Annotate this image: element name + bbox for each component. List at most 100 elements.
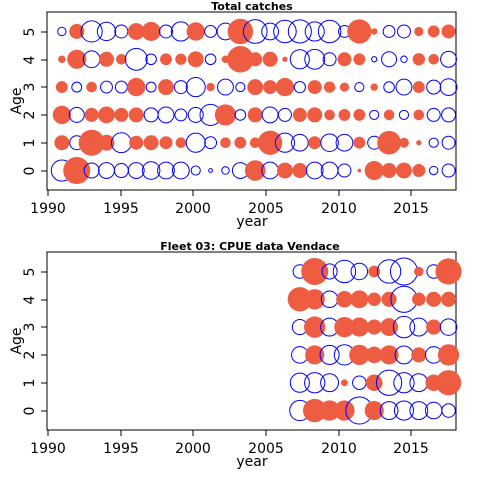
- bubble-positive: [380, 318, 398, 337]
- bubble-positive: [98, 134, 115, 151]
- x-axis-1: 1990 1995 2000 2005 2010 2015 year: [30, 189, 456, 230]
- bubble-positive: [220, 137, 231, 149]
- x-tick-label: 2000: [175, 201, 211, 217]
- bubble-positive: [308, 136, 322, 150]
- bubble-positive: [127, 77, 146, 97]
- x-tick-label: 2000: [175, 441, 211, 457]
- y-axis-label-1: Age: [9, 87, 25, 114]
- bubble-negative: [287, 19, 312, 44]
- bubble-negative: [376, 259, 402, 284]
- bubble-positive: [67, 49, 87, 69]
- bubble-positive: [159, 136, 173, 150]
- bubble-positive: [353, 53, 366, 66]
- bubble-positive: [52, 105, 72, 125]
- bubble-positive: [84, 107, 99, 122]
- bubble-positive: [175, 53, 187, 65]
- bubble-negative: [114, 24, 129, 39]
- bubble-negative: [304, 372, 326, 394]
- bubble-positive: [54, 135, 70, 151]
- x-axis-label-1: year: [236, 214, 267, 230]
- bubble-negative: [124, 47, 148, 71]
- panel-fleet-03: Fleet 03: CPUE data Vendace 1990 1995 20…: [9, 240, 462, 470]
- bubble-negative: [400, 55, 408, 64]
- bubble-negative: [293, 80, 306, 94]
- bubble-positive: [58, 55, 66, 64]
- bubble-positive: [370, 28, 378, 35]
- bubble-negative: [185, 77, 206, 98]
- bubble-positive: [353, 136, 366, 149]
- bubble-negative: [304, 21, 325, 42]
- panel-total-catches: Total catches 1990 1995 2000 2005 2010 2…: [9, 0, 458, 230]
- bubble-positive: [412, 164, 426, 178]
- bubbles-panel-1: [50, 18, 458, 185]
- bubble-positive: [257, 130, 283, 155]
- bubble-positive: [357, 168, 362, 173]
- bubble-negative: [304, 48, 326, 70]
- bubble-positive: [128, 107, 144, 123]
- bubble-positive: [383, 109, 395, 121]
- bubble-negative: [208, 168, 213, 173]
- bubble-positive: [377, 130, 401, 155]
- bubble-negative: [221, 166, 230, 175]
- bubble-positive: [349, 317, 369, 337]
- bubble-negative: [274, 132, 296, 153]
- bubble-negative: [217, 78, 234, 96]
- bubble-positive: [263, 80, 278, 95]
- bubble-positive: [262, 51, 278, 67]
- bubble-positive: [413, 109, 425, 121]
- bubble-positive: [282, 56, 288, 62]
- bubble-negative: [375, 369, 403, 396]
- bubble-negative: [71, 81, 83, 93]
- bubble-positive: [365, 346, 383, 364]
- bubble-positive: [143, 135, 159, 151]
- x-tick-label: 1990: [30, 441, 66, 457]
- bubble-positive: [441, 291, 457, 307]
- bubble-positive: [247, 107, 263, 123]
- bubble-positive: [427, 25, 440, 38]
- bubble-positive: [86, 81, 97, 93]
- bubble-negative: [320, 133, 339, 153]
- bubble-negative: [145, 81, 157, 93]
- bubble-positive: [63, 157, 91, 185]
- bubble-negative: [369, 109, 380, 121]
- bubble-negative: [382, 25, 396, 38]
- y-tick-label: 0: [22, 407, 38, 416]
- y-axis-1: 0 1 2 3 4 5 Age: [9, 12, 48, 190]
- bubble-negative: [396, 24, 411, 39]
- y-tick-label: 3: [22, 323, 38, 332]
- bubble-negative: [157, 161, 175, 180]
- bubble-positive: [129, 135, 144, 150]
- x-tick-label: 2005: [248, 441, 284, 457]
- bubble-negative: [261, 22, 279, 41]
- bubble-positive: [186, 22, 205, 41]
- bubble-positive: [99, 51, 114, 67]
- bubble-positive: [227, 46, 254, 73]
- bubble-positive: [399, 137, 409, 148]
- bubble-positive: [247, 79, 264, 96]
- x-tick-label: 1990: [30, 201, 66, 217]
- bubble-positive: [339, 82, 350, 92]
- x-tick-label: 2015: [393, 201, 429, 217]
- bubble-negative: [319, 344, 340, 365]
- bubble-positive: [275, 77, 295, 97]
- bubble-negative: [439, 318, 458, 336]
- bubble-positive: [370, 83, 378, 91]
- bubble-positive: [69, 23, 85, 39]
- bubble-positive: [323, 81, 336, 93]
- x-tick-label: 1995: [103, 441, 139, 457]
- bubble-positive: [426, 319, 442, 335]
- bubble-negative: [393, 400, 415, 421]
- bubble-positive: [347, 19, 372, 44]
- y-tick-label: 4: [22, 295, 38, 304]
- bubble-positive: [206, 82, 215, 92]
- x-axis-2: 1990 1995 2000 2005 2010 2015 year: [30, 429, 456, 470]
- bubble-negative: [277, 107, 292, 122]
- bubble-positive: [428, 53, 439, 65]
- bubble-negative: [383, 81, 395, 93]
- bubble-negative: [335, 133, 354, 152]
- bubble-positive: [324, 109, 335, 121]
- bubble-negative: [440, 50, 457, 68]
- bubble-negative: [204, 136, 218, 150]
- bubble-negative: [426, 107, 441, 122]
- bubble-positive: [292, 107, 307, 122]
